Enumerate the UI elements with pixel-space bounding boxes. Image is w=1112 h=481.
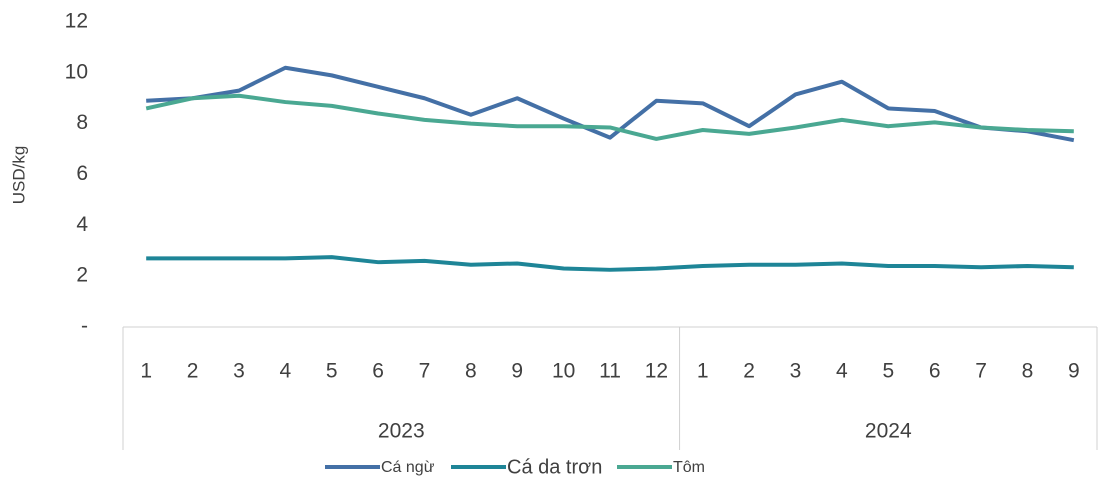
y-tick-label: 4 — [76, 213, 88, 236]
x-tick-label: 3 — [790, 360, 802, 383]
y-axis-label: USD/kg — [9, 146, 28, 205]
y-tick-label: 2 — [76, 264, 88, 287]
x-tick-label: 7 — [419, 360, 431, 383]
x-tick-label: 7 — [975, 360, 987, 383]
x-tick-label: 2 — [743, 360, 755, 383]
x-tick-label: 5 — [882, 360, 894, 383]
x-tick-label: 4 — [279, 360, 291, 383]
x-tick-label: 5 — [326, 360, 338, 383]
x-tick-label: 3 — [233, 360, 245, 383]
x-tick-label: 9 — [511, 360, 523, 383]
y-tick-label: 12 — [65, 10, 88, 33]
x-tick-label: 6 — [929, 360, 941, 383]
x-tick-label: 2 — [187, 360, 199, 383]
x-tick-label: 9 — [1068, 360, 1080, 383]
x-tick-label: 12 — [645, 360, 668, 383]
legend-label: Cá da trơn — [507, 456, 602, 478]
x-tick-label: 10 — [552, 360, 575, 383]
x-tick-label: 11 — [599, 360, 621, 383]
series-line — [146, 65, 1075, 143]
y-tick-label: - — [81, 315, 88, 338]
group-label: 2023 — [378, 420, 425, 443]
x-tick-label: 8 — [1022, 360, 1034, 383]
series-line — [146, 255, 1074, 272]
group-label: 2024 — [865, 420, 912, 443]
x-tick-label: 8 — [465, 360, 477, 383]
series-line — [145, 93, 1074, 141]
y-tick-label: 6 — [76, 162, 88, 185]
y-tick-label: 8 — [76, 111, 88, 134]
x-tick-label: 1 — [697, 360, 709, 383]
legend-label: Cá ngừ — [381, 459, 435, 476]
legend-label: Tôm — [673, 459, 705, 476]
x-tick-label: 6 — [372, 360, 384, 383]
x-tick-label: 4 — [836, 360, 848, 383]
x-tick-label: 1 — [140, 360, 152, 383]
y-tick-label: 10 — [65, 60, 88, 83]
